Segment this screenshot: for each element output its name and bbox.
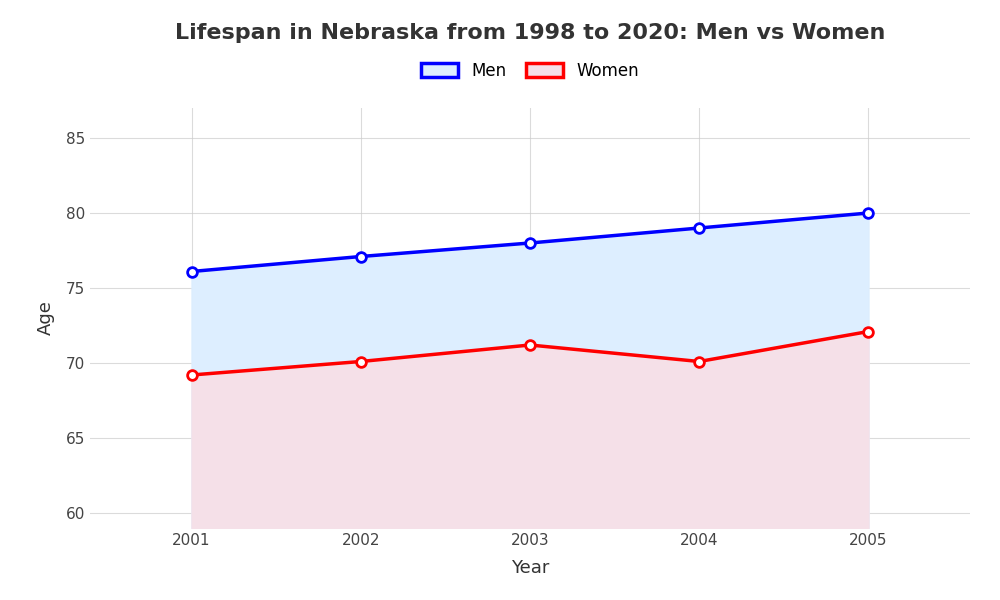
X-axis label: Year: Year — [511, 559, 549, 577]
Y-axis label: Age: Age — [37, 301, 55, 335]
Legend: Men, Women: Men, Women — [421, 62, 639, 80]
Title: Lifespan in Nebraska from 1998 to 2020: Men vs Women: Lifespan in Nebraska from 1998 to 2020: … — [175, 23, 885, 43]
